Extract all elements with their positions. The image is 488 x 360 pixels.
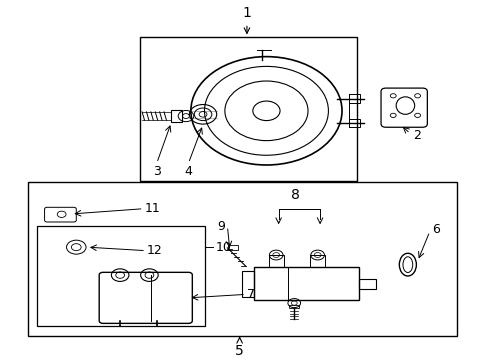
Bar xyxy=(140,37,356,181)
Text: 7: 7 xyxy=(246,288,254,301)
Text: 11: 11 xyxy=(144,202,160,215)
Bar xyxy=(228,245,238,250)
Text: 12: 12 xyxy=(147,244,163,257)
Text: 6: 6 xyxy=(431,223,439,236)
Text: 8: 8 xyxy=(291,188,300,202)
Text: 2: 2 xyxy=(412,129,420,142)
Bar xyxy=(268,255,283,267)
Bar xyxy=(348,94,359,103)
Bar xyxy=(27,183,456,336)
Bar xyxy=(289,305,299,309)
Text: 5: 5 xyxy=(235,344,244,358)
Bar xyxy=(310,255,325,267)
Bar xyxy=(242,271,254,297)
Text: 1: 1 xyxy=(242,6,251,20)
Bar xyxy=(37,226,205,326)
Text: 10: 10 xyxy=(215,241,231,254)
Bar xyxy=(358,279,375,289)
Text: 9: 9 xyxy=(217,220,224,233)
Bar xyxy=(348,119,359,127)
Bar xyxy=(254,267,358,301)
Bar xyxy=(171,111,182,122)
Text: 3: 3 xyxy=(152,165,161,178)
Text: 4: 4 xyxy=(184,165,192,178)
